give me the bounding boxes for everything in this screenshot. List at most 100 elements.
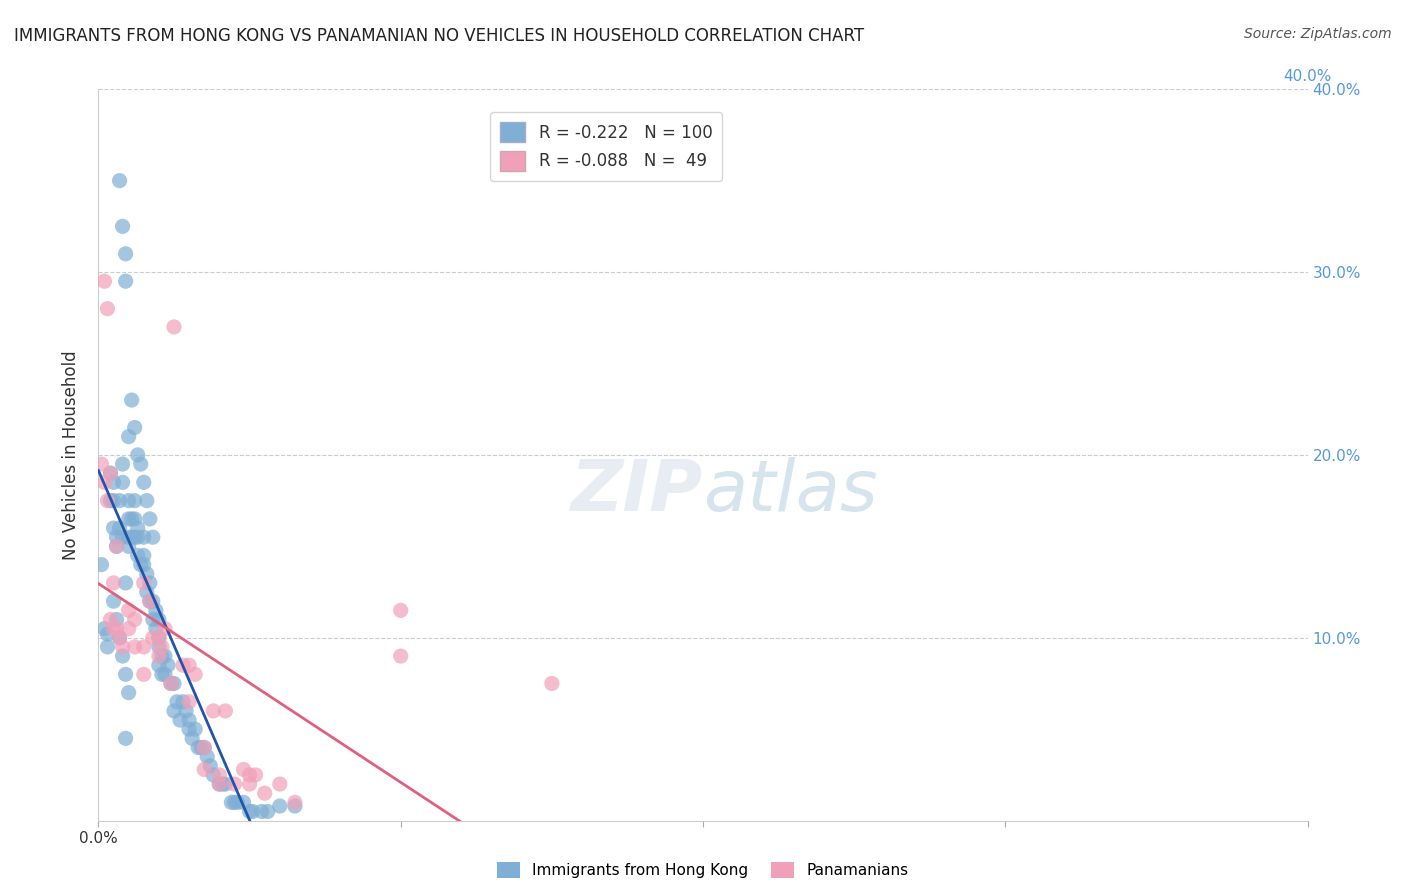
Point	[132, 576, 155, 591]
Point	[93, 622, 115, 636]
Point	[90, 558, 112, 572]
Text: atlas: atlas	[703, 457, 877, 526]
Point	[129, 457, 152, 471]
Point	[114, 246, 136, 260]
Point	[269, 799, 291, 814]
Point	[211, 777, 233, 791]
Point	[111, 640, 134, 654]
Text: IMMIGRANTS FROM HONG KONG VS PANAMANIAN NO VEHICLES IN HOUSEHOLD CORRELATION CHA: IMMIGRANTS FROM HONG KONG VS PANAMANIAN …	[14, 27, 865, 45]
Point	[269, 777, 291, 791]
Point	[135, 585, 157, 599]
Point	[105, 622, 128, 636]
Point	[118, 622, 141, 636]
Point	[163, 676, 186, 690]
Point	[253, 786, 276, 800]
Point	[153, 622, 176, 636]
Point	[239, 768, 262, 782]
Point	[103, 622, 125, 636]
Point	[160, 676, 183, 690]
Point	[121, 512, 143, 526]
Point	[156, 658, 179, 673]
Point	[148, 631, 170, 645]
Point	[232, 796, 254, 810]
Point	[135, 566, 157, 581]
Point	[163, 704, 186, 718]
Text: ZIP: ZIP	[571, 457, 703, 526]
Point	[105, 539, 128, 553]
Point	[118, 539, 141, 553]
Point	[124, 640, 146, 654]
Point	[148, 640, 170, 654]
Point	[150, 667, 173, 681]
Point	[193, 740, 215, 755]
Point	[118, 430, 141, 444]
Point	[96, 301, 118, 316]
Point	[108, 173, 131, 188]
Point	[245, 768, 267, 782]
Point	[150, 640, 173, 654]
Point	[108, 493, 131, 508]
Point	[96, 640, 118, 654]
Point	[124, 420, 146, 434]
Point	[114, 576, 136, 591]
Point	[139, 594, 162, 608]
Point	[179, 695, 201, 709]
Point	[190, 740, 212, 755]
Point	[163, 319, 186, 334]
Point	[242, 805, 264, 819]
Point	[124, 512, 146, 526]
Point	[214, 777, 236, 791]
Point	[166, 695, 188, 709]
Point	[127, 448, 149, 462]
Point	[124, 493, 146, 508]
Point	[139, 512, 162, 526]
Legend: Immigrants from Hong Kong, Panamanians: Immigrants from Hong Kong, Panamanians	[491, 856, 915, 884]
Point	[121, 392, 143, 407]
Point	[208, 777, 231, 791]
Point	[111, 475, 134, 490]
Point	[142, 631, 165, 645]
Point	[232, 763, 254, 777]
Point	[153, 649, 176, 664]
Point	[202, 768, 225, 782]
Point	[100, 466, 122, 480]
Point	[121, 530, 143, 544]
Point	[184, 723, 207, 737]
Point	[139, 576, 162, 591]
Point	[111, 457, 134, 471]
Point	[90, 457, 112, 471]
Point	[389, 649, 412, 664]
Point	[129, 558, 152, 572]
Point	[221, 796, 243, 810]
Point	[145, 622, 167, 636]
Point	[105, 613, 128, 627]
Point	[169, 713, 191, 727]
Point	[127, 521, 149, 535]
Point	[208, 768, 231, 782]
Point	[172, 695, 194, 709]
Point	[184, 667, 207, 681]
Point	[108, 521, 131, 535]
Text: Source: ZipAtlas.com: Source: ZipAtlas.com	[1244, 27, 1392, 41]
Point	[224, 777, 246, 791]
Point	[256, 805, 278, 819]
Point	[127, 549, 149, 563]
Point	[193, 763, 215, 777]
Point	[142, 613, 165, 627]
Point	[226, 796, 249, 810]
Point	[132, 475, 155, 490]
Point	[103, 493, 125, 508]
Point	[96, 627, 118, 641]
Point	[103, 521, 125, 535]
Y-axis label: No Vehicles in Household: No Vehicles in Household	[62, 350, 80, 560]
Point	[118, 530, 141, 544]
Point	[195, 749, 218, 764]
Point	[124, 530, 146, 544]
Point	[200, 758, 222, 772]
Point	[148, 631, 170, 645]
Point	[118, 512, 141, 526]
Point	[540, 676, 562, 690]
Point	[118, 686, 141, 700]
Point	[193, 740, 215, 755]
Point	[108, 631, 131, 645]
